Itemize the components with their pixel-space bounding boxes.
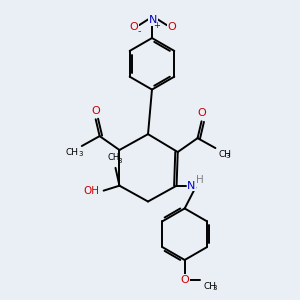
- Text: O: O: [180, 275, 189, 285]
- Text: OH: OH: [84, 186, 100, 196]
- Text: CH: CH: [203, 282, 217, 291]
- Text: 3: 3: [78, 151, 83, 157]
- Text: +: +: [154, 21, 160, 30]
- Text: O: O: [197, 108, 206, 118]
- Text: O: O: [130, 22, 139, 32]
- Text: O: O: [167, 22, 176, 32]
- Text: N: N: [149, 15, 157, 25]
- Text: H: H: [196, 175, 204, 185]
- Text: -: -: [137, 26, 141, 36]
- Text: 3: 3: [212, 285, 217, 291]
- Text: CH: CH: [66, 148, 79, 157]
- Text: 3: 3: [117, 158, 122, 164]
- Text: CH: CH: [107, 153, 120, 162]
- Text: 3: 3: [225, 153, 230, 159]
- Text: N: N: [187, 181, 196, 191]
- Text: O: O: [91, 106, 100, 116]
- Text: CH: CH: [218, 150, 231, 159]
